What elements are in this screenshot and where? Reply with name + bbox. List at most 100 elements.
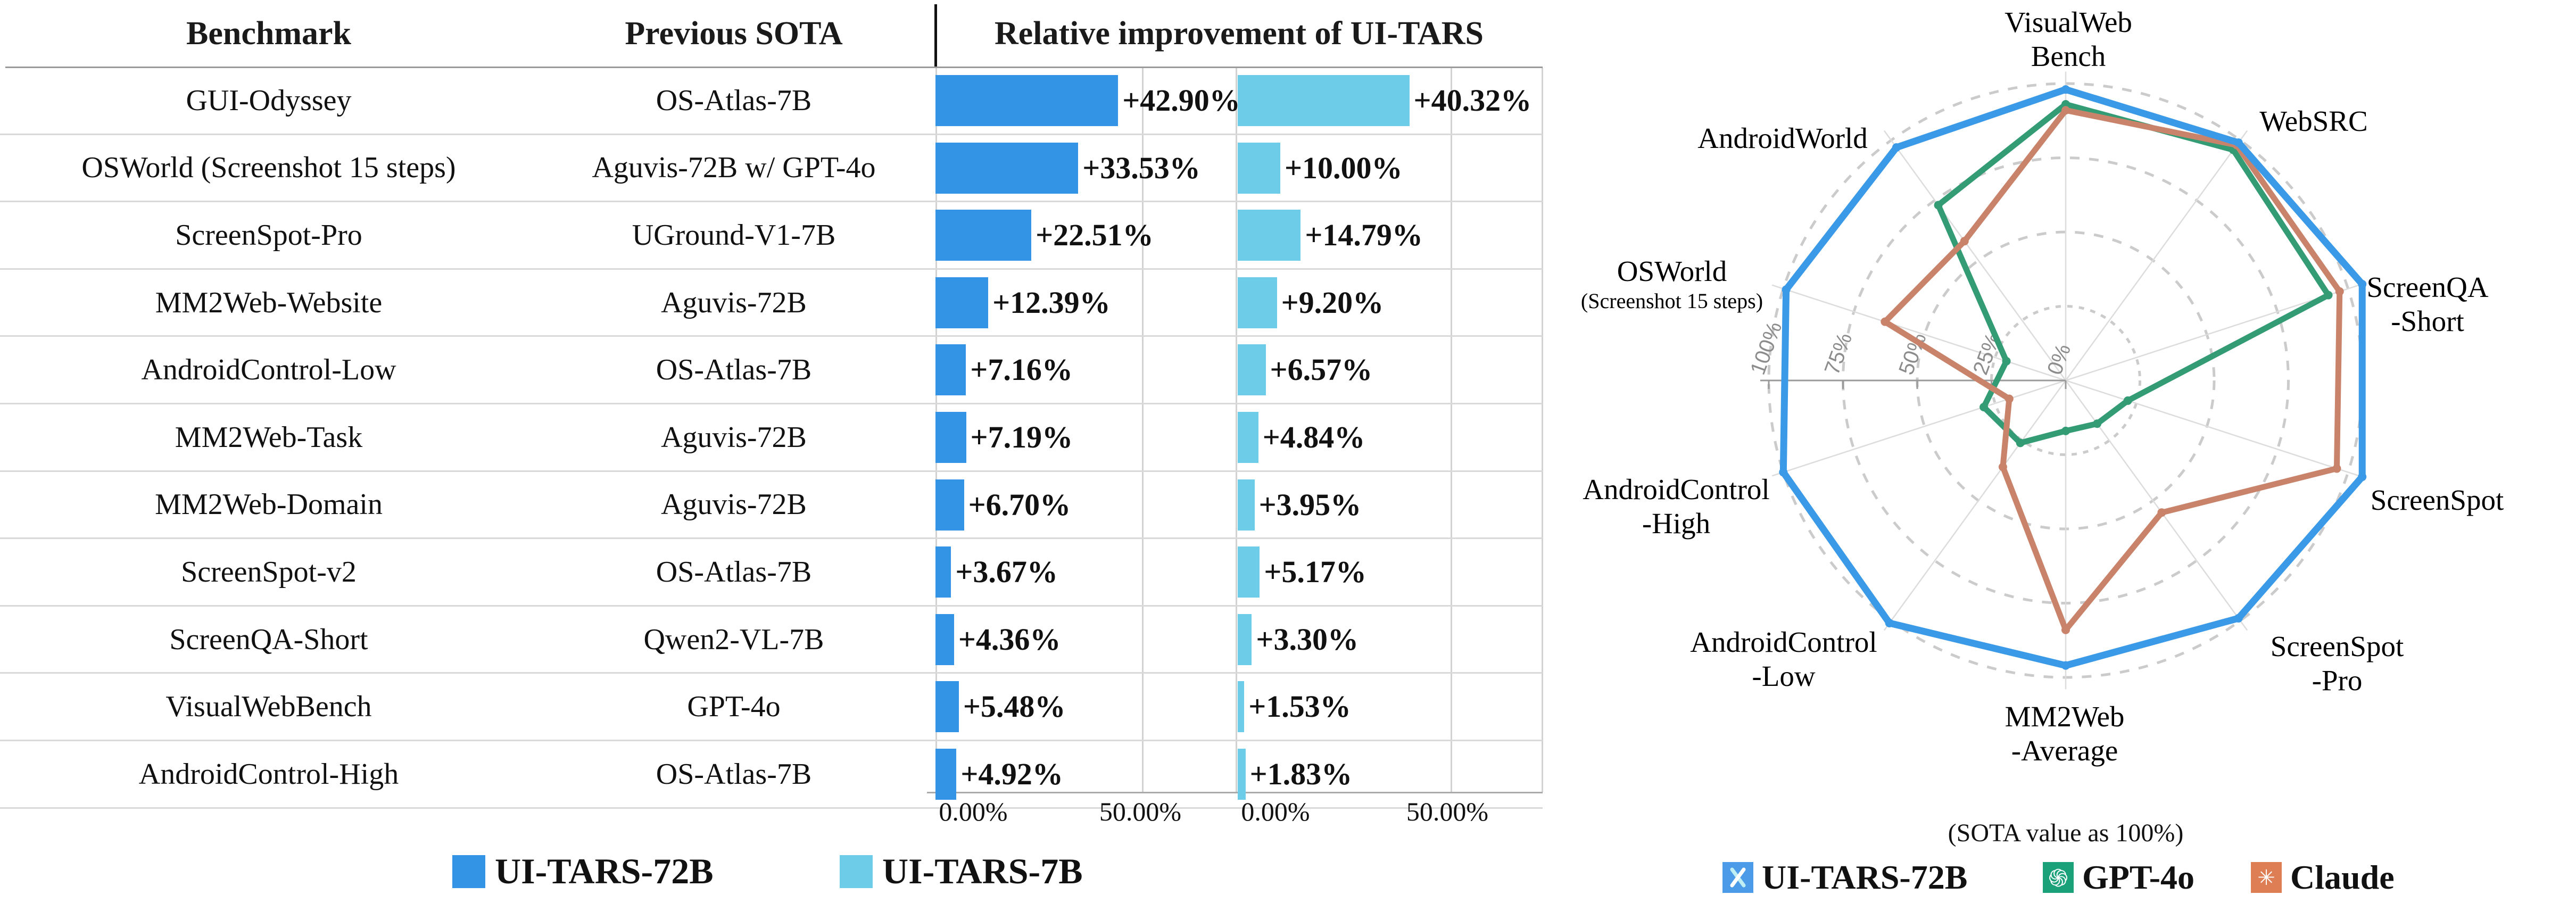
uitars-7b-bar xyxy=(1238,142,1280,194)
radar-axis-label-mm2web-average: MM2Web -Average xyxy=(2005,700,2125,767)
uitars-7b-bar xyxy=(1238,546,1260,598)
radar-vertex-marker xyxy=(2016,438,2025,448)
uitars-72b-bar-value: +4.36% xyxy=(958,622,1061,657)
uitars-logo-icon xyxy=(1722,862,1753,893)
table-row: MM2Web-Domain Aguvis-72B +6.70% +3.95% xyxy=(0,472,1543,540)
radar-spoke xyxy=(2065,130,2248,381)
uitars-72b-bar-value: +12.39% xyxy=(992,285,1111,320)
benchmark-cell: MM2Web-Website xyxy=(155,286,383,319)
uitars-72b-bar-value: +4.92% xyxy=(960,756,1063,791)
uitars-7b-bar-value: +3.95% xyxy=(1258,487,1362,522)
radar-vertex-marker xyxy=(2358,473,2367,482)
radar-axis-label-screenqa-short: ScreenQA -Short xyxy=(2366,271,2489,337)
uitars-72b-bar xyxy=(935,142,1079,194)
header-benchmark: Benchmark xyxy=(186,15,351,52)
benchmark-cell: OSWorld (Screenshot 15 steps) xyxy=(81,151,456,185)
uitars-72b-swatch xyxy=(452,855,485,888)
uitars-72b-bar xyxy=(935,681,959,733)
previous-sota-cell: Aguvis-72B xyxy=(661,488,807,521)
radar-vertex-marker xyxy=(2234,138,2243,147)
uitars-7b-bar-value: +5.17% xyxy=(1264,554,1366,590)
radar-vertex-marker xyxy=(2335,287,2344,296)
uitars-7b-bar-value: +10.00% xyxy=(1285,150,1403,185)
claude-logo-icon: ✳ xyxy=(2251,862,2282,893)
uitars-7b-bar-value: +3.30% xyxy=(1256,622,1359,657)
radar-vertex-marker xyxy=(2061,625,2070,634)
radar-vertex-marker xyxy=(2332,464,2341,473)
table-row: MM2Web-Website Aguvis-72B +12.39% +9.20% xyxy=(0,270,1543,337)
xaxis-tick-col1-0: 0.00% xyxy=(939,797,1008,826)
table-row: AndroidControl-High OS-Atlas-7B +4.92% +1.8… xyxy=(0,741,1543,809)
uitars-72b-bar xyxy=(935,277,989,328)
table-row: AndroidControl-Low OS-Atlas-7B +7.16% +6.57… xyxy=(0,337,1543,404)
benchmark-cell: MM2Web-Task xyxy=(175,420,363,454)
xaxis-tick-col1-50: 50.00% xyxy=(1099,797,1182,826)
radar-vertex-marker xyxy=(1885,618,1894,627)
radar-vertex-marker xyxy=(1782,285,1791,294)
benchmark-table-panel: Benchmark Previous SOTA Relative improve… xyxy=(0,4,1548,892)
uitars-72b-bar xyxy=(935,479,964,531)
previous-sota-cell: OS-Atlas-7B xyxy=(656,84,812,117)
table-row: GUI-Odyssey OS-Atlas-7B +42.90% +40.32% xyxy=(0,68,1543,135)
radar-spoke xyxy=(1883,380,2067,631)
table-rows: GUI-Odyssey OS-Atlas-7B +42.90% +40.32% OSWo… xyxy=(0,68,1548,809)
uitars-7b-bar xyxy=(1238,479,1255,531)
radar-vertex-marker xyxy=(1934,201,1943,210)
radar-legend-claude-label: Claude xyxy=(2290,858,2395,896)
uitars-72b-bar-value: +6.70% xyxy=(968,487,1071,522)
uitars-72b-bar-value: +42.90% xyxy=(1122,83,1240,118)
benchmark-cell: GUI-Odyssey xyxy=(186,84,352,117)
radar-vertex-marker xyxy=(2093,419,2102,428)
benchmark-cell: ScreenQA-Short xyxy=(169,623,368,656)
xaxis-tick-col2-0: 0.00% xyxy=(1241,797,1310,826)
table-row: OSWorld (Screenshot 15 steps) Aguvis-72B … xyxy=(0,135,1543,203)
radar-axis-label-androidcontrol-high: AndroidControl -High xyxy=(1583,473,1770,540)
legend-item-uitars-7b: UI-TARS-7B xyxy=(840,850,1083,892)
table-row: ScreenQA-Short Qwen2-VL-7B +4.36% +3.30% xyxy=(0,607,1543,674)
uitars-72b-bar-value: +5.48% xyxy=(963,689,1066,724)
radar-vertex-marker xyxy=(1892,143,1901,152)
uitars-72b-bar xyxy=(935,748,957,800)
table-row: VisualWebBench GPT-4o +5.48% +1.53% xyxy=(0,674,1543,741)
table-row: ScreenSpot-v2 OS-Atlas-7B +3.67% +5.17% xyxy=(0,539,1543,607)
uitars-72b-bar xyxy=(935,344,966,396)
radar-spoke xyxy=(1883,130,2067,381)
previous-sota-cell: Qwen2-VL-7B xyxy=(643,623,824,656)
radar-vertex-marker xyxy=(2358,279,2367,288)
uitars-7b-bar xyxy=(1238,344,1266,396)
radar-vertex-marker xyxy=(2061,661,2070,670)
uitars-72b-label: UI-TARS-72B xyxy=(495,851,714,891)
radar-vertex-marker xyxy=(2061,85,2070,94)
uitars-7b-bar xyxy=(1238,614,1252,665)
radar-legend-gpt4o-label: GPT-4o xyxy=(2082,858,2194,896)
radar-legend-item-uitars: UI-TARS-72B xyxy=(1722,858,1967,897)
uitars-7b-bar xyxy=(1238,210,1301,261)
uitars-7b-bar-value: +1.53% xyxy=(1248,689,1351,724)
radar-legend-uitars-label: UI-TARS-72B xyxy=(1762,858,1968,896)
uitars-72b-bar-value: +7.19% xyxy=(970,419,1073,454)
radar-spoke xyxy=(2065,284,2360,382)
benchmark-cell: AndroidControl-High xyxy=(138,757,399,791)
uitars-72b-bar xyxy=(935,546,951,598)
radar-chart-panel: 0% 25% 50% 75% 100% VisualWeb Bench WebSRC Scre… xyxy=(1543,0,2576,903)
radar-axis-label-osworld-screenshot-15-steps-: OSWorld (Screenshot 15 steps) xyxy=(1580,255,1763,313)
uitars-7b-bar xyxy=(1238,277,1277,328)
uitars-72b-bar xyxy=(935,75,1119,126)
uitars-7b-label: UI-TARS-7B xyxy=(882,851,1083,891)
radar-vertex-marker xyxy=(2061,426,2070,435)
radar-vertex-marker xyxy=(1779,468,1788,477)
uitars-72b-bar-value: +33.53% xyxy=(1082,150,1200,185)
radar-tick-label: 75% xyxy=(1820,330,1857,378)
uitars-72b-bar xyxy=(935,210,1032,261)
table-row: MM2Web-Task Aguvis-72B +7.19% +4.84% xyxy=(0,404,1543,472)
uitars-7b-bar-value: +4.84% xyxy=(1262,419,1365,454)
radar-vertex-marker xyxy=(1979,403,1989,412)
radar-axis-label-screenspot: ScreenSpot xyxy=(2370,484,2504,516)
uitars-72b-bar-value: +3.67% xyxy=(955,554,1058,590)
radar-vertex-marker xyxy=(2061,100,2070,109)
radar-vertex-marker xyxy=(1998,462,2007,471)
radar-tick-label: 0% xyxy=(2043,341,2075,378)
radar-vertex-marker xyxy=(2157,508,2166,517)
radar-caption: (SOTA value as 100%) xyxy=(1948,819,2184,847)
previous-sota-cell: GPT-4o xyxy=(687,690,781,724)
